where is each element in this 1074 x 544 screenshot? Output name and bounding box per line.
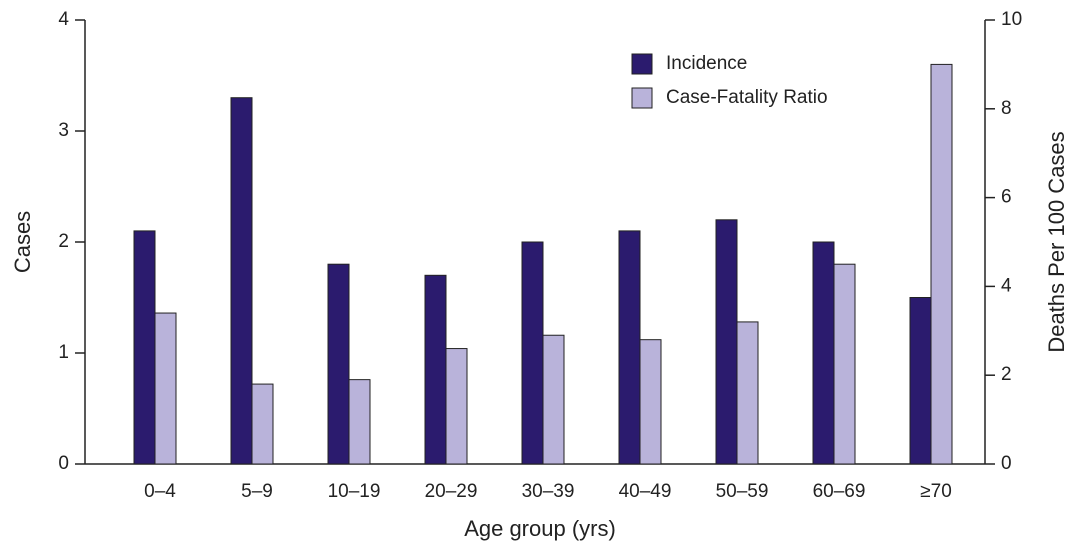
bar [736,321,759,465]
x-tick-label: ≥70 [920,481,952,502]
bar [327,263,350,465]
x-tick-label: 0–4 [144,481,176,502]
bar [909,297,932,465]
y2-tick-label: 8 [1001,98,1012,119]
bar [154,312,177,465]
bar [930,63,953,465]
bar [230,97,253,465]
legend-swatch [631,87,653,109]
legend-swatch [631,53,653,75]
y-tick-label: 3 [58,120,69,141]
legend-label: Case-Fatality Ratio [666,87,828,108]
bar [618,230,641,465]
bar [639,339,662,465]
x-tick-label: 30–39 [522,481,575,502]
y-tick-label: 0 [58,453,69,474]
x-tick-label: 20–29 [425,481,478,502]
y-tick-label: 4 [58,9,69,30]
y2-tick-label: 2 [1001,364,1012,385]
x-tick-label: 60–69 [813,481,866,502]
bar [715,219,738,465]
bar [812,241,835,465]
y-tick-label: 1 [58,342,69,363]
x-tick-label: 50–59 [716,481,769,502]
y2-tick-label: 0 [1001,453,1012,474]
bar [521,241,544,465]
y-axis-label: Cases [10,211,35,273]
bar [542,334,565,465]
bar [445,348,468,465]
y-tick-label: 2 [58,231,69,252]
x-axis-label: Age group (yrs) [464,516,616,541]
y2-tick-label: 10 [1001,9,1022,30]
bar [833,263,856,465]
y2-tick-label: 4 [1001,275,1012,296]
y2-axis-label: Deaths Per 100 Cases [1044,131,1069,352]
bar [348,379,371,465]
x-tick-label: 40–49 [619,481,672,502]
bar [424,274,447,465]
bar [251,383,274,465]
y2-tick-label: 6 [1001,187,1012,208]
x-tick-label: 10–19 [328,481,381,502]
x-tick-label: 5–9 [241,481,273,502]
bar [133,230,156,465]
legend-label: Incidence [666,53,747,74]
